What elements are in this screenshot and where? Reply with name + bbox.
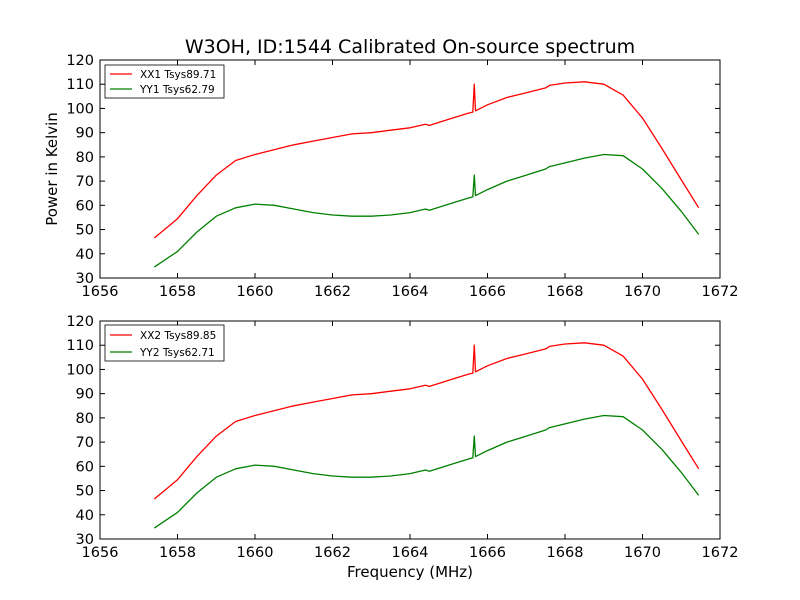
legend-label-yy2: YY2 Tsys62.71 [139, 347, 215, 359]
x-axis-label: Frequency (MHz) [347, 563, 473, 581]
series-lines [153, 81, 700, 268]
x-tick-label: 1660 [237, 545, 274, 561]
x-tick-label: 1658 [159, 545, 196, 561]
y-tick-label: 110 [66, 338, 94, 354]
chart-title: W3OH, ID:1544 Calibrated On-source spect… [185, 36, 635, 58]
x-tick-label: 1658 [159, 284, 196, 300]
y-tick-label: 110 [66, 77, 94, 93]
x-tick-label: 1670 [624, 284, 661, 300]
x-tick-label: 1666 [469, 545, 506, 561]
series-line-yy1 [153, 153, 700, 268]
y-axis-label: Power in Kelvin [43, 112, 61, 226]
y-tick-label: 40 [76, 508, 94, 524]
legend: XX1 Tsys89.71 YY1 Tsys62.79 [104, 64, 225, 99]
legend: XX2 Tsys89.85 YY2 Tsys62.71 [104, 324, 225, 362]
y-tick-label: 120 [66, 53, 94, 69]
series-line-xx1 [153, 81, 700, 239]
bottom-chart: Frequency (MHz) 1656 1658 1660 1662 1664 1666… [66, 314, 738, 581]
legend-label-yy1: YY1 Tsys62.79 [139, 84, 215, 96]
y-tick-label: 30 [76, 532, 94, 548]
y-tick-label: 70 [76, 174, 94, 190]
x-tick-label: 1662 [314, 545, 351, 561]
x-tick-label: 1662 [314, 284, 351, 300]
y-tick-label: 100 [66, 101, 94, 117]
x-tick-label: 1664 [392, 545, 429, 561]
y-tick-label: 40 [76, 247, 94, 263]
y-tick-label: 90 [76, 126, 94, 142]
y-tick-label: 120 [66, 314, 94, 330]
y-tick-label: 50 [76, 223, 94, 239]
y-tick-label: 50 [76, 484, 94, 500]
y-tick-label: 90 [76, 387, 94, 403]
x-tick-label: 1668 [547, 284, 584, 300]
x-tick-label: 1660 [237, 284, 274, 300]
x-tick-label: 1664 [392, 284, 429, 300]
y-tick-label: 80 [76, 411, 94, 427]
y-tick-label: 70 [76, 435, 94, 451]
series-line-xx2 [153, 342, 700, 500]
series-lines [153, 342, 700, 529]
y-tick-label: 80 [76, 150, 94, 166]
axis-ticks: 1656 1658 1660 1662 1664 1666 1668 1670 1672 30 40… [66, 53, 738, 300]
y-tick-label: 100 [66, 362, 94, 378]
x-tick-label: 1672 [702, 284, 739, 300]
x-tick-label: 1656 [82, 545, 119, 561]
legend-box [104, 64, 225, 99]
legend-label-xx2: XX2 Tsys89.85 [140, 330, 216, 342]
x-tick-label: 1672 [702, 545, 739, 561]
x-tick-label: 1656 [82, 284, 119, 300]
y-tick-label: 30 [76, 271, 94, 287]
x-tick-label: 1666 [469, 284, 506, 300]
x-tick-label: 1670 [624, 545, 661, 561]
axis-ticks: 1656 1658 1660 1662 1664 1666 1668 1670 1672 30 40… [66, 314, 738, 561]
top-chart: W3OH, ID:1544 Calibrated On-source spect… [43, 36, 738, 300]
legend-box [104, 324, 225, 362]
y-tick-label: 60 [76, 459, 94, 475]
x-tick-label: 1668 [547, 545, 584, 561]
legend-label-xx1: XX1 Tsys89.71 [140, 69, 216, 81]
series-line-yy2 [153, 414, 700, 529]
y-tick-label: 60 [76, 198, 94, 214]
